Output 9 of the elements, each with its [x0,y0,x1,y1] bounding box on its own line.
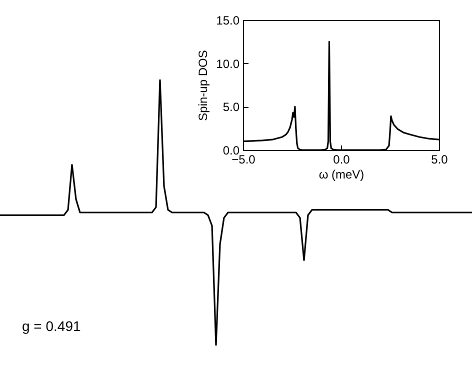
x-tick-label: 5.0 [431,152,448,166]
y-tick-label: 15.0 [216,14,240,28]
y-tick-label: 0.0 [222,144,240,158]
x-axis-title: ω (meV) [318,168,364,182]
x-tick-label: 0.0 [333,152,350,166]
y-tick-label: 10.0 [216,56,240,71]
y-axis-title: Spin-up DOS [196,50,210,121]
annotation: g = 0.491 [22,318,81,334]
y-tick-label: 5.0 [222,100,240,114]
